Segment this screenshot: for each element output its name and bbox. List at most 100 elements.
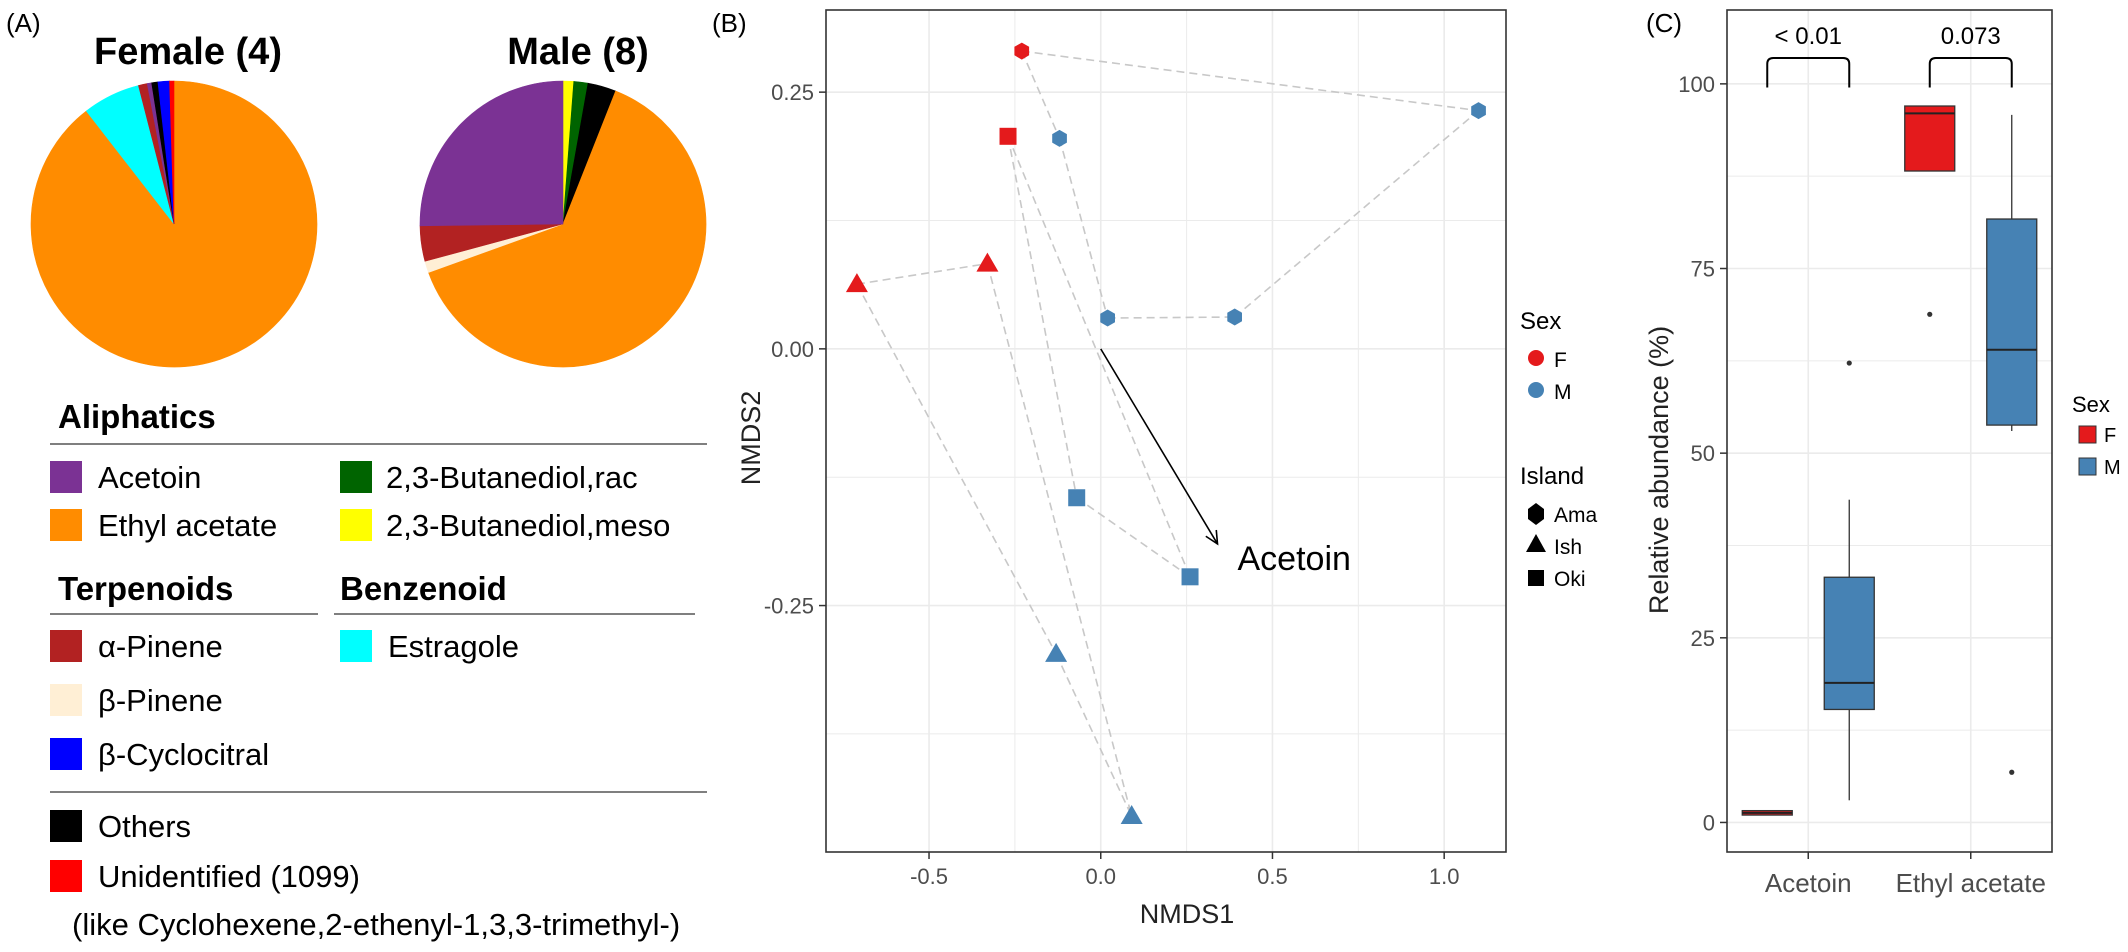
legend-item-unidentified: Unidentified (1099) <box>98 859 360 894</box>
x-tick-label: -0.5 <box>910 864 948 889</box>
hull-edge <box>986 263 1133 817</box>
swatch-butanediol-meso <box>340 509 372 541</box>
legend-item-alpha-pinene: α-Pinene <box>98 629 223 664</box>
legend-label-male: M <box>1554 381 1572 404</box>
hull-edge <box>1021 50 1061 139</box>
hull-edge <box>1234 110 1480 318</box>
legend-key-box-female <box>2078 425 2097 444</box>
x-tick-label: 0.5 <box>1257 864 1288 889</box>
x-tick-label: Acetoin <box>1765 868 1852 898</box>
box-y-axis-label: Relative abundance (%) <box>1644 326 1674 614</box>
pvalue-bracket <box>1928 57 2013 88</box>
pie-chart-male <box>419 80 707 368</box>
panel-label-b: (B) <box>712 8 747 38</box>
y-tick-label: 75 <box>1691 257 1715 282</box>
hull-edge <box>856 283 1057 655</box>
legend-key-ish-triangle <box>1526 534 1546 552</box>
hull-edge <box>856 262 988 285</box>
box-ethyl-acetate-f <box>1904 105 1956 172</box>
plot-border <box>825 9 1507 853</box>
outlier-ethyl-acetate-f <box>1927 311 1933 317</box>
pvalue-bracket <box>1766 57 1851 88</box>
legend-label-ish: Ish <box>1554 536 1582 559</box>
pie-slice-acetoin <box>419 80 564 227</box>
swatch-estragole <box>340 630 372 662</box>
point-ama-m <box>1471 102 1486 120</box>
hull-edge <box>1058 138 1109 319</box>
pvalue-label: 0.073 <box>1941 23 2001 50</box>
box-ethyl-acetate-m <box>1986 218 2038 426</box>
hull-edge <box>1107 316 1235 319</box>
y-tick-label: 0.00 <box>771 337 814 362</box>
legend-key-box-male <box>2078 457 2097 476</box>
swatch-others <box>50 810 82 842</box>
point-oki-m <box>1068 489 1086 507</box>
hull-edge <box>1076 497 1191 578</box>
outlier-acetoin-m <box>1846 360 1852 366</box>
swatch-butanediol-rac <box>340 461 372 493</box>
swatch-beta-pinene <box>50 684 82 716</box>
nmds-plot: -0.5 0.0 0.5 1.0 -0.25 0.00 0.25 Acetoin <box>764 9 1507 889</box>
legend-title-island: Island <box>1520 463 1584 490</box>
compound-legend: Aliphatics Acetoin Ethyl acetate 2,3-But… <box>50 398 707 942</box>
point-oki-m <box>1181 568 1199 586</box>
swatch-acetoin <box>50 461 82 493</box>
y-tick-label: 25 <box>1691 626 1715 651</box>
legend-group-terpenoids: Terpenoids <box>58 570 233 607</box>
y-tick-label: -0.25 <box>764 594 814 619</box>
point-ish-f <box>976 252 999 272</box>
x-tick-label: 0.0 <box>1085 864 1116 889</box>
point-ama-m <box>1100 309 1115 327</box>
legend-label-box-female: F <box>2104 425 2116 447</box>
swatch-beta-cyclocitral <box>50 738 82 770</box>
nmds-sex-legend: Sex F M <box>1520 308 1572 404</box>
legend-item-unidentified-note: (like Cyclohexene,2-ethenyl-1,3,3-trimet… <box>72 907 680 942</box>
y-tick-label: 50 <box>1691 441 1715 466</box>
point-ish-m <box>1120 805 1143 825</box>
nmds-x-axis-label: NMDS1 <box>1140 899 1235 929</box>
hull-edge <box>1007 136 1078 498</box>
legend-label-box-male: M <box>2104 457 2121 479</box>
x-tick-label: 1.0 <box>1429 864 1460 889</box>
legend-key-ama-hexagon <box>1528 503 1544 525</box>
panel-label-c: (C) <box>1646 8 1682 38</box>
nmds-island-legend: Island Ama Ish Oki <box>1520 463 1598 591</box>
box-sex-legend: Sex F M <box>2072 392 2121 479</box>
pie-female-title: Female (4) <box>94 31 282 73</box>
legend-title-box-sex: Sex <box>2072 392 2110 417</box>
point-oki-f <box>999 127 1017 145</box>
legend-item-ethyl-acetate: Ethyl acetate <box>98 508 277 543</box>
swatch-ethyl-acetate <box>50 509 82 541</box>
legend-group-aliphatics: Aliphatics <box>58 398 216 435</box>
point-ish-m <box>1045 642 1068 662</box>
y-tick-label: 100 <box>1678 72 1715 97</box>
legend-key-male <box>1528 382 1544 398</box>
legend-item-beta-cyclocitral: β-Cyclocitral <box>98 737 269 772</box>
acetoin-vector <box>1100 348 1219 545</box>
boxplot: 0 25 50 75 100 Acetoin Ethyl acetate < 0.01 0.07… <box>1678 9 2053 898</box>
pie-male-title: Male (8) <box>507 31 648 73</box>
legend-group-benzenoid: Benzenoid <box>340 570 507 607</box>
hull-edge <box>1007 135 1191 578</box>
legend-key-female <box>1528 350 1544 366</box>
hull-edge <box>1055 653 1133 817</box>
swatch-alpha-pinene <box>50 630 82 662</box>
pvalue-label: < 0.01 <box>1775 23 1842 50</box>
outlier-ethyl-acetate-m <box>2009 769 2015 775</box>
point-ama-m <box>1052 129 1067 147</box>
legend-label-ama: Ama <box>1554 504 1598 527</box>
y-tick-label: 0.25 <box>771 80 814 105</box>
legend-key-oki-square <box>1528 570 1544 586</box>
acetoin-vector-head <box>1205 529 1219 546</box>
point-ama-f <box>1014 42 1030 60</box>
plot-border <box>1726 9 2053 853</box>
legend-title-sex: Sex <box>1520 308 1561 335</box>
legend-item-acetoin: Acetoin <box>98 460 201 495</box>
legend-item-estragole: Estragole <box>388 629 519 664</box>
pie-chart-female <box>30 80 318 368</box>
point-ish-f <box>845 273 868 293</box>
legend-item-others: Others <box>98 809 191 844</box>
x-tick-label: Ethyl acetate <box>1896 868 2046 898</box>
point-ama-m <box>1227 308 1242 326</box>
